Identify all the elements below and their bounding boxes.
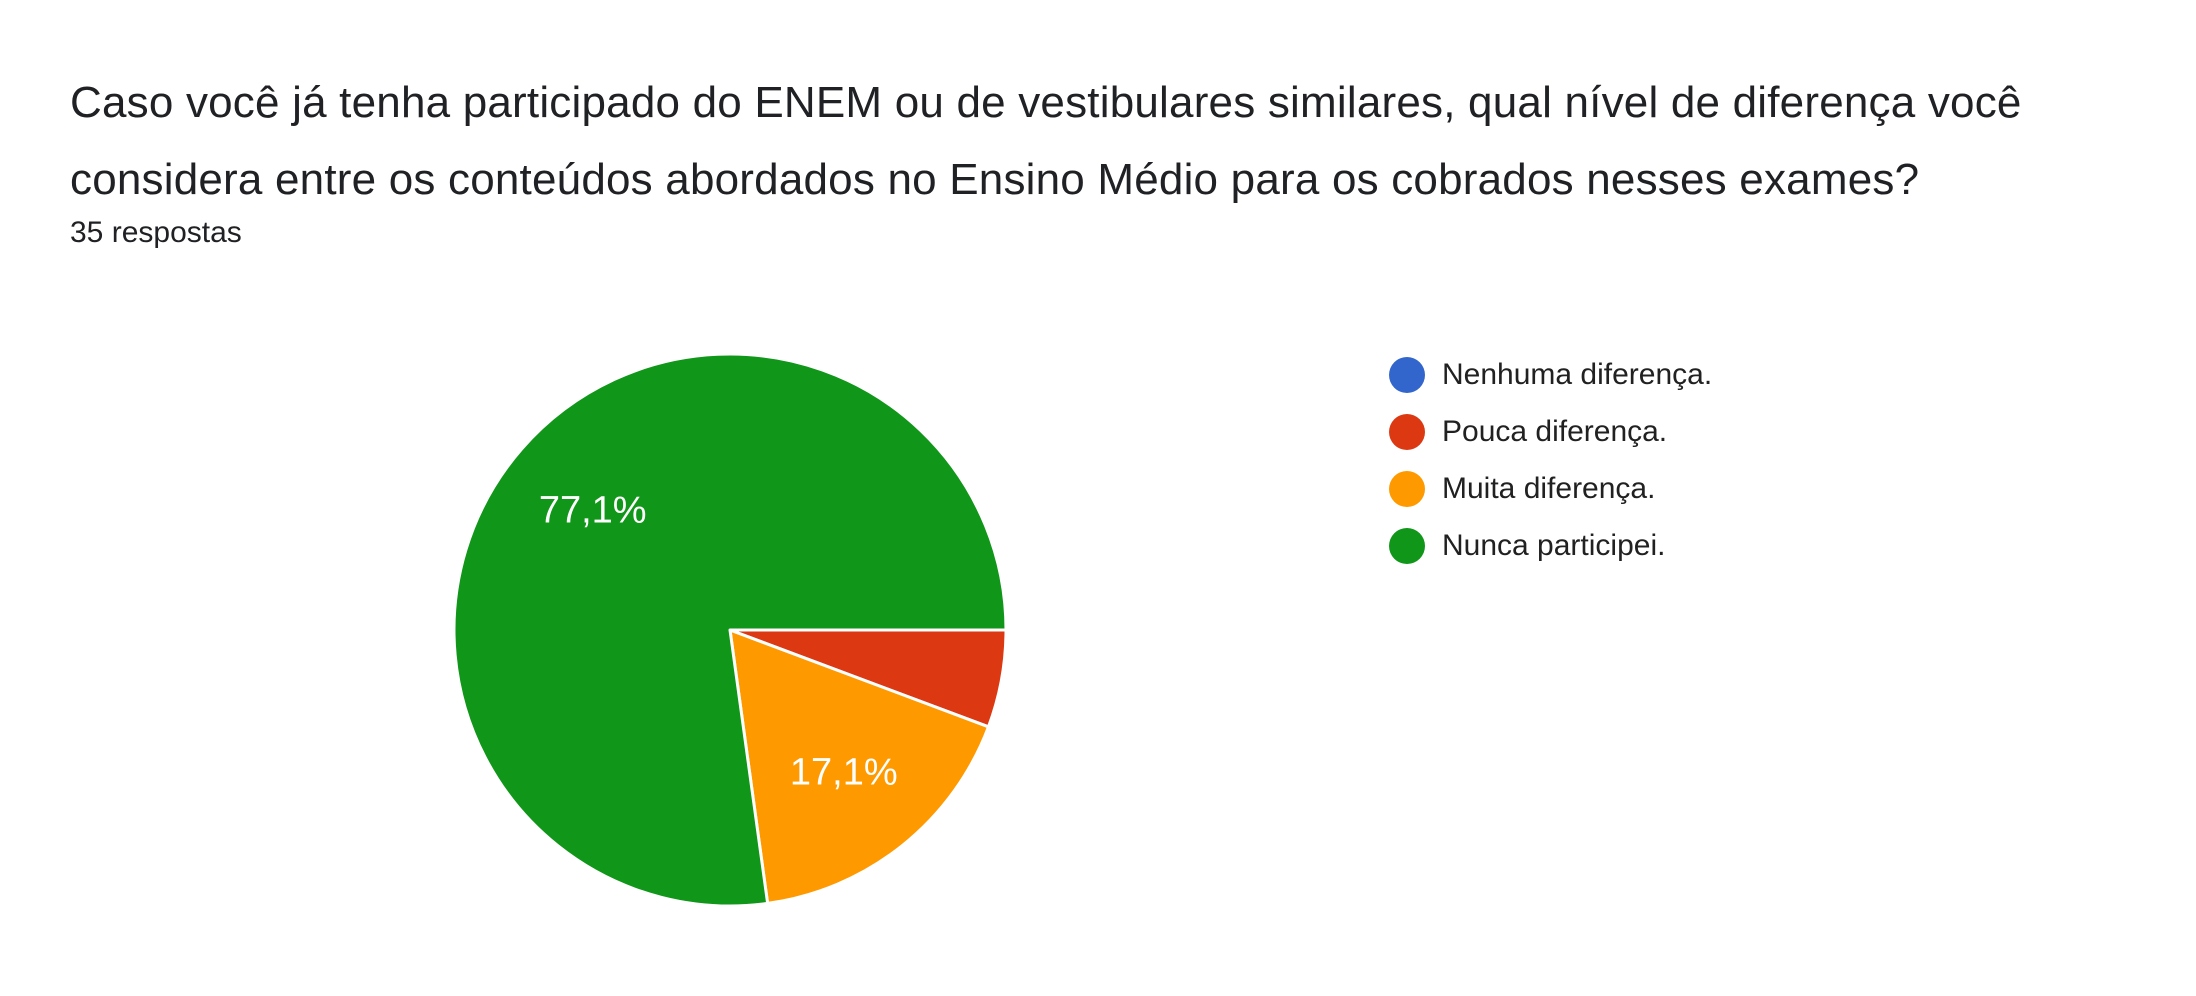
pie-slice-2[interactable]	[728, 628, 990, 905]
legend-item-label: Nenhuma diferença.	[1442, 357, 1713, 391]
legend-item-label: Pouca diferença.	[1442, 414, 1668, 448]
legend-item-label: Nunca participei.	[1442, 528, 1666, 562]
legend-item: Nenhuma diferença.	[1389, 346, 1712, 403]
legend-item: Pouca diferença.	[1389, 403, 1712, 460]
pie-chart-area: 17,1% 77,1%	[450, 350, 1010, 910]
pie-slice-label: 77,1%	[539, 489, 647, 531]
pie-chart: 17,1% 77,1%	[452, 352, 1008, 908]
chart-legend: Nenhuma diferença. Pouca diferença. Muit…	[1389, 346, 1712, 574]
legend-color-swatch	[1389, 527, 1425, 564]
legend-item-label: Muita diferença.	[1442, 471, 1656, 505]
legend-color-swatch	[1389, 413, 1425, 450]
legend-color-swatch	[1389, 470, 1425, 507]
question-title-line-2: considera entre os conteúdos abordados n…	[70, 155, 1920, 204]
question-title: Caso você já tenha participado do ENEM o…	[70, 64, 2022, 218]
legend-item: Muita diferença.	[1389, 460, 1712, 517]
pie-slice-3[interactable]	[452, 352, 1008, 908]
pie-slice-label: 17,1%	[790, 751, 898, 793]
legend-item: Nunca participei.	[1389, 517, 1712, 574]
response-count: 35 respostas	[70, 216, 242, 249]
question-title-line-1: Caso você já tenha participado do ENEM o…	[70, 78, 2022, 127]
legend-color-swatch	[1389, 356, 1425, 393]
